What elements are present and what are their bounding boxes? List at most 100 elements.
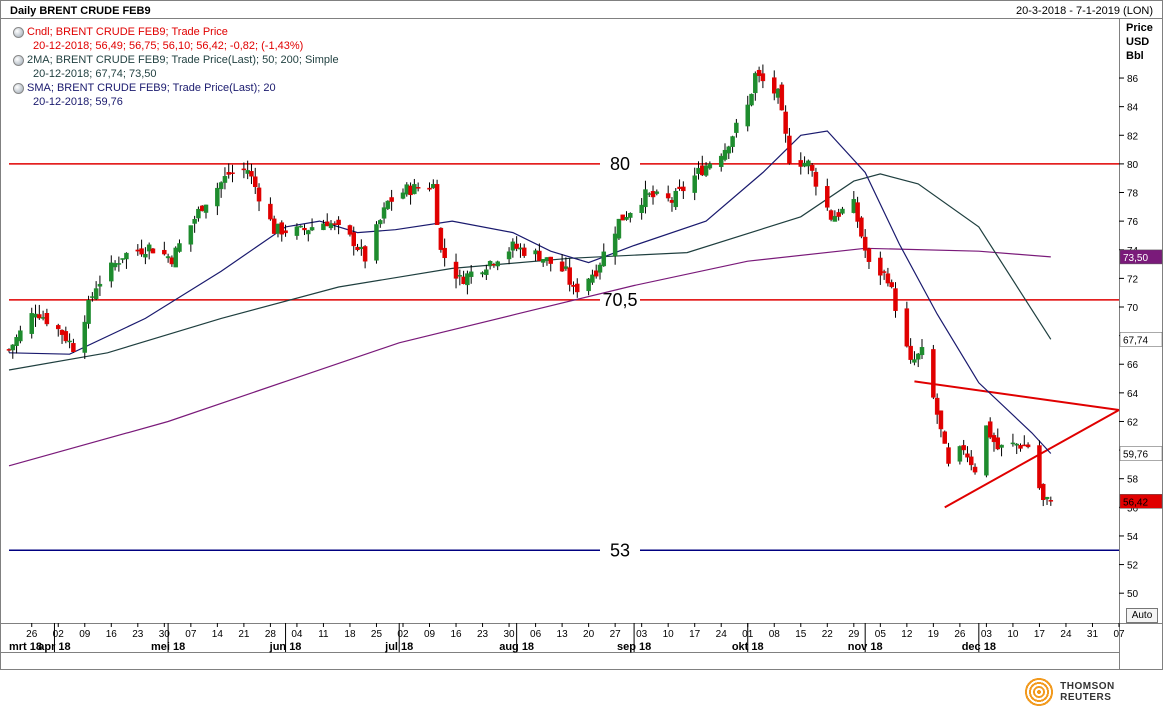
candle-body bbox=[124, 252, 129, 260]
legend-item-candles[interactable]: Cndl; BRENT CRUDE FEB9; Trade Price bbox=[13, 25, 339, 39]
candle-body bbox=[332, 223, 338, 225]
candle-body bbox=[412, 184, 417, 195]
candle-body bbox=[912, 359, 917, 363]
x-tick-label: 27 bbox=[610, 629, 622, 640]
month-label: jun 18 bbox=[269, 641, 302, 653]
thomson-reuters-logo-icon bbox=[1024, 676, 1055, 708]
x-tick-label: 23 bbox=[132, 629, 144, 640]
candle-body bbox=[1014, 443, 1019, 446]
x-tick-label: 07 bbox=[1113, 629, 1125, 640]
candle-body bbox=[696, 167, 701, 174]
candle-body bbox=[359, 246, 364, 249]
candle-body bbox=[196, 208, 201, 219]
x-tick-label: 21 bbox=[238, 629, 250, 640]
level-label-bg bbox=[600, 541, 640, 560]
x-tick-label: 11 bbox=[318, 629, 329, 640]
candle-body bbox=[559, 261, 565, 272]
candle-body bbox=[218, 182, 224, 190]
candle-body bbox=[480, 272, 485, 275]
candle-body bbox=[919, 347, 925, 356]
candle-body bbox=[628, 213, 633, 218]
candle-body bbox=[669, 199, 675, 203]
x-tick-label: 20 bbox=[583, 629, 595, 640]
candle-body bbox=[275, 223, 281, 234]
candle-body bbox=[828, 210, 834, 220]
x-tick-label: 09 bbox=[79, 629, 91, 640]
candle-body bbox=[571, 284, 576, 287]
level-label: 70,5 bbox=[602, 290, 637, 310]
candle-body bbox=[859, 217, 864, 237]
candle-body bbox=[177, 243, 182, 252]
candle-body bbox=[908, 345, 913, 360]
x-tick-label: 16 bbox=[450, 629, 462, 640]
candle-body bbox=[904, 308, 910, 347]
candle-body bbox=[620, 214, 625, 221]
candle-body bbox=[540, 258, 546, 263]
candle-body bbox=[487, 260, 493, 267]
candle-body bbox=[109, 262, 114, 282]
y-tick-label: 86 bbox=[1127, 74, 1139, 85]
month-label: jul 18 bbox=[384, 641, 413, 653]
candle-body bbox=[915, 353, 921, 360]
candle-body bbox=[521, 247, 527, 256]
legend: Cndl; BRENT CRUDE FEB9; Trade Price 20-1… bbox=[13, 25, 339, 109]
level-label-bg bbox=[600, 154, 640, 173]
candle-body bbox=[734, 122, 739, 133]
candle-body bbox=[188, 225, 194, 245]
candle-body bbox=[756, 69, 762, 77]
candle-body bbox=[302, 227, 307, 231]
legend-item-2ma[interactable]: 2MA; BRENT CRUDE FEB9; Trade Price(Last)… bbox=[13, 53, 339, 67]
candle-body bbox=[306, 230, 311, 235]
candle-body bbox=[328, 223, 334, 229]
month-label: nov 18 bbox=[848, 641, 883, 653]
candle-body bbox=[646, 193, 652, 195]
x-tick-label: 06 bbox=[530, 629, 542, 640]
brand-logo: THOMSON REUTERS bbox=[1024, 676, 1163, 708]
auto-scale-button[interactable]: Auto bbox=[1126, 608, 1158, 623]
candle-body bbox=[120, 258, 125, 260]
candle-body bbox=[468, 271, 474, 277]
candle-body bbox=[484, 269, 489, 275]
candle-body bbox=[381, 207, 387, 219]
y-tick-label: 58 bbox=[1127, 475, 1139, 486]
x-tick-label: 10 bbox=[663, 629, 675, 640]
candle-body bbox=[294, 226, 300, 236]
candle-body bbox=[775, 88, 781, 98]
candle-body bbox=[862, 236, 868, 251]
candle-body bbox=[597, 264, 603, 273]
x-tick-label: 14 bbox=[212, 629, 224, 640]
candle-body bbox=[722, 149, 728, 160]
y-tick-label: 54 bbox=[1127, 532, 1139, 543]
legend-values: 20-12-2018; 67,74; 73,50 bbox=[33, 68, 157, 80]
candle-body bbox=[654, 191, 660, 194]
candle-body bbox=[866, 248, 872, 262]
candle-body bbox=[461, 276, 466, 284]
candle-body bbox=[374, 224, 379, 261]
y-tick-label: 70 bbox=[1127, 303, 1139, 314]
y-tick-label: 84 bbox=[1127, 103, 1139, 114]
candle-body bbox=[840, 208, 845, 214]
candle-body bbox=[753, 73, 758, 94]
x-tick-label: 26 bbox=[954, 629, 966, 640]
y-tick-label: 82 bbox=[1127, 131, 1139, 142]
x-tick-label: 07 bbox=[185, 629, 197, 640]
legend-item-sma[interactable]: SMA; BRENT CRUDE FEB9; Trade Price(Last)… bbox=[13, 81, 339, 95]
candle-body bbox=[593, 270, 599, 277]
candle-body bbox=[457, 275, 463, 277]
x-tick-label: 17 bbox=[1034, 629, 1046, 640]
candle-body bbox=[518, 247, 523, 250]
candle-body bbox=[1037, 445, 1042, 489]
candle-body bbox=[1010, 442, 1016, 445]
candle-body bbox=[1048, 500, 1054, 502]
candle-body bbox=[612, 233, 618, 257]
value-badge-label: 73,50 bbox=[1123, 253, 1148, 264]
x-tick-label: 04 bbox=[291, 629, 303, 640]
month-label: sep 18 bbox=[617, 641, 651, 653]
x-tick-label: 31 bbox=[1087, 629, 1099, 640]
x-tick-label: 02 bbox=[397, 629, 409, 640]
value-badge bbox=[1119, 446, 1163, 461]
candle-body bbox=[33, 313, 38, 318]
month-label: okt 18 bbox=[732, 641, 764, 653]
x-tick-label: 05 bbox=[875, 629, 887, 640]
